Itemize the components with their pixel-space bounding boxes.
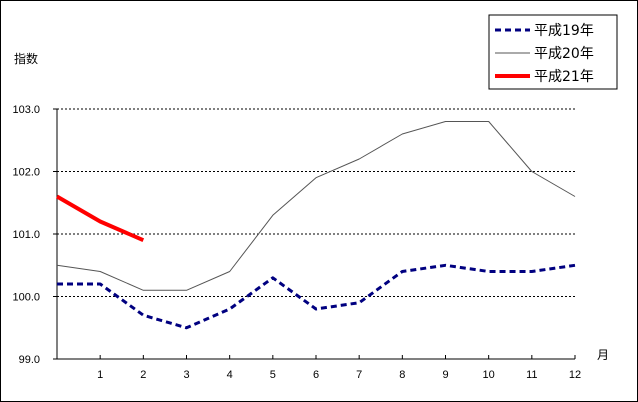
x-tick-label-8: 9 (442, 369, 448, 381)
y-tick-label-0: 99.0 (19, 354, 40, 366)
x-tick-label-3: 4 (227, 369, 233, 381)
x-tick-label-4: 5 (270, 369, 276, 381)
x-tick-label-5: 6 (313, 369, 319, 381)
gridlines (57, 108, 575, 297)
legend-label-h20: 平成20年 (534, 46, 594, 62)
series-line-1 (56, 121, 576, 291)
legend-label-h19: 平成19年 (534, 23, 594, 39)
y-tick-label-1: 100.0 (12, 292, 40, 304)
x-tick-label-6: 7 (356, 369, 362, 381)
x-tick-label-2: 3 (183, 369, 189, 381)
x-tick-label-9: 10 (483, 369, 495, 381)
series-lines (55, 121, 576, 330)
legend: 平成19年 平成20年 平成21年 (488, 14, 618, 90)
x-axis-label: 月 (597, 348, 609, 362)
y-tick-labels: 99.0 100.0 101.0 102.0 103.0 (12, 104, 40, 366)
x-tick-label-1: 2 (140, 369, 146, 381)
y-axis-label: 指数 (14, 51, 38, 66)
x-tick-label-11: 12 (569, 369, 581, 381)
legend-label-h21: 平成21年 (534, 69, 594, 85)
x-tick-label-7: 8 (399, 369, 405, 381)
x-tick-label-10: 11 (526, 369, 537, 381)
axes (53, 108, 576, 360)
y-tick-label-2: 101.0 (12, 229, 40, 241)
x-tick-labels: 1 2 3 4 5 6 7 8 9 10 11 12 (97, 369, 581, 381)
x-tick-label-0: 1 (97, 369, 103, 381)
y-tick-label-4: 103.0 (12, 104, 40, 116)
y-tick-label-3: 102.0 (12, 167, 40, 179)
